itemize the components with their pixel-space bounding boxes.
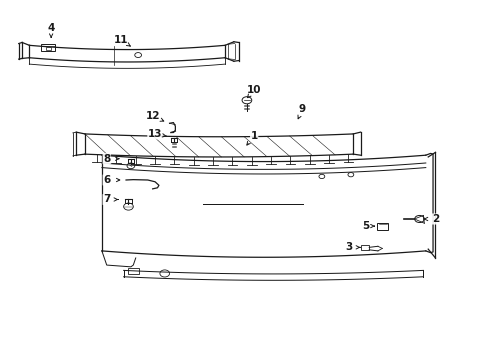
Text: 8: 8 <box>103 154 110 164</box>
Text: 6: 6 <box>103 175 110 185</box>
Bar <box>377 222 387 230</box>
Bar <box>46 47 51 50</box>
Bar <box>41 44 55 51</box>
Text: 1: 1 <box>250 131 257 141</box>
Text: 11: 11 <box>114 35 128 45</box>
Text: 3: 3 <box>344 242 351 252</box>
Text: 2: 2 <box>431 214 438 224</box>
Bar <box>128 267 139 274</box>
Text: 10: 10 <box>246 85 261 95</box>
Bar <box>360 245 368 250</box>
Text: 12: 12 <box>145 111 160 121</box>
Text: 13: 13 <box>147 129 162 139</box>
Text: 4: 4 <box>47 23 55 33</box>
Text: 9: 9 <box>298 104 305 114</box>
Text: 7: 7 <box>103 194 110 204</box>
Text: 5: 5 <box>361 221 368 231</box>
